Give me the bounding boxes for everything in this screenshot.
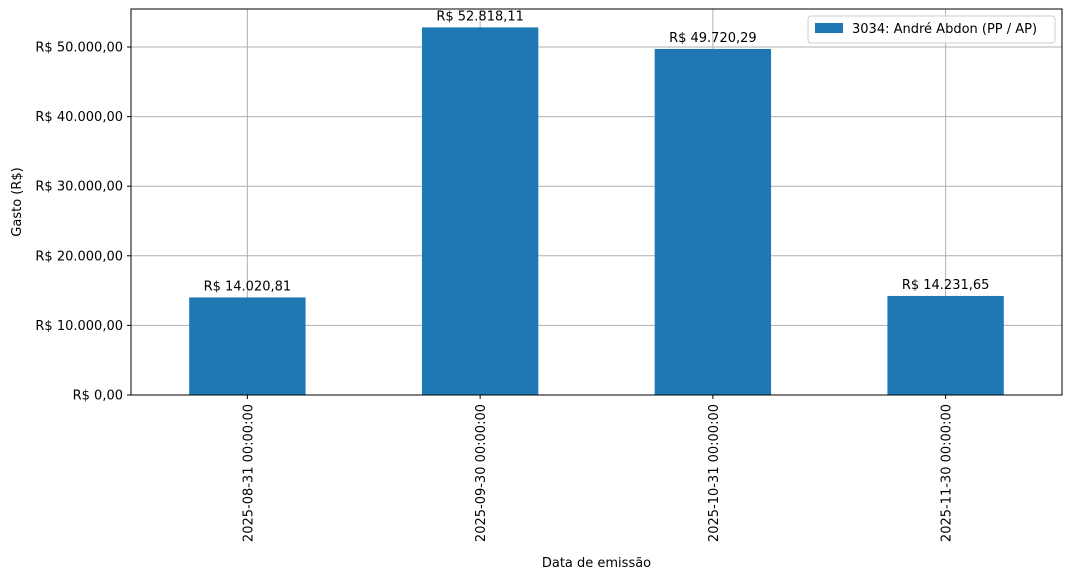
x-tick-label: 2025-10-31 00:00:00 — [707, 404, 722, 542]
y-axis-label: Gasto (R$) — [10, 167, 25, 236]
bar-value-label: R$ 49.720,29 — [669, 31, 757, 46]
legend: 3034: André Abdon (PP / AP) — [807, 15, 1056, 44]
y-axis-ticks: R$ 0,00 R$ 10.000,00 R$ 20.000,00 R$ 30.000… — [35, 41, 131, 404]
bar-value-label: R$ 14.231,65 — [902, 278, 990, 293]
bar-value-label: R$ 52.818,11 — [436, 9, 524, 24]
y-tick-label: R$ 30.000,00 — [35, 180, 123, 195]
data-labels: R$ 14.020,81 R$ 52.818,11 R$ 49.720,29 R$ 1… — [204, 9, 990, 294]
y-tick-label: R$ 40.000,00 — [35, 110, 123, 125]
x-tick-label: 2025-09-30 00:00:00 — [474, 404, 489, 542]
plot-frame — [130, 8, 1063, 396]
y-tick-label: R$ 0,00 — [73, 389, 123, 404]
bar — [421, 27, 539, 395]
legend-frame — [807, 15, 1056, 44]
legend-swatch — [815, 23, 843, 33]
y-tick-label: R$ 20.000,00 — [35, 249, 123, 264]
y-tick-label: R$ 10.000,00 — [35, 319, 123, 334]
y-tick-label: R$ 50.000,00 — [35, 41, 123, 56]
x-axis-label: Data de emissão — [542, 556, 651, 571]
bars — [189, 27, 1004, 396]
bar — [887, 295, 1004, 395]
bar — [654, 48, 772, 396]
x-axis-ticks: 2025-08-31 00:00:00 2025-09-30 00:00:00 20… — [241, 395, 955, 542]
bar-value-label: R$ 14.020,81 — [204, 279, 292, 294]
bar — [189, 297, 306, 395]
legend-entry: 3034: André Abdon (PP / AP) — [852, 22, 1037, 37]
x-tick-label: 2025-11-30 00:00:00 — [940, 404, 955, 542]
x-tick-label: 2025-08-31 00:00:00 — [241, 404, 256, 542]
